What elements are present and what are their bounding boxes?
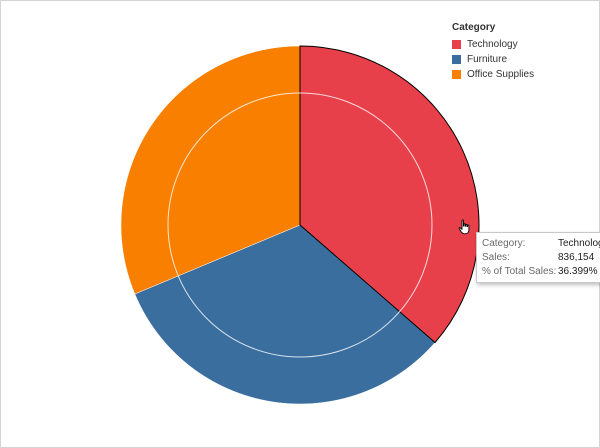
tooltip-value: 36.399% [558, 266, 598, 277]
legend-item-technology[interactable]: Technology [452, 37, 534, 52]
legend-swatch [452, 70, 461, 79]
legend-label: Technology [467, 39, 518, 50]
legend-title: Category [452, 22, 496, 33]
legend-label: Furniture [467, 54, 508, 65]
tooltip-row-percent: % of Total Sales: 36.399% [482, 266, 600, 280]
tooltip-key: Category: [482, 238, 526, 249]
tooltip-key: % of Total Sales: [482, 266, 557, 277]
tooltip-key: Sales: [482, 252, 510, 263]
tooltip-row-sales: Sales: 836,154 [482, 252, 600, 266]
tooltip: Category: Technolog Sales: 836,154 % of … [476, 232, 600, 283]
legend-item-office-supplies[interactable]: Office Supplies [452, 67, 534, 82]
legend-label: Office Supplies [467, 69, 535, 80]
hand-pointer-icon [458, 219, 470, 235]
inner-ring [167, 92, 433, 358]
tooltip-value: 836,154 [558, 252, 595, 263]
pie-slice-office-supplies[interactable] [120, 45, 301, 295]
pie-slice-furniture[interactable] [134, 224, 436, 405]
pie-slices [120, 45, 480, 405]
legend-swatch [452, 40, 461, 49]
tooltip-value: Technolog [558, 238, 600, 249]
legend-swatch [452, 55, 461, 64]
legend: Category Technology Furniture Office Sup… [452, 22, 534, 82]
pie-slice-technology[interactable] [299, 45, 480, 344]
tooltip-row-category: Category: Technolog [482, 238, 600, 252]
legend-item-furniture[interactable]: Furniture [452, 52, 534, 67]
